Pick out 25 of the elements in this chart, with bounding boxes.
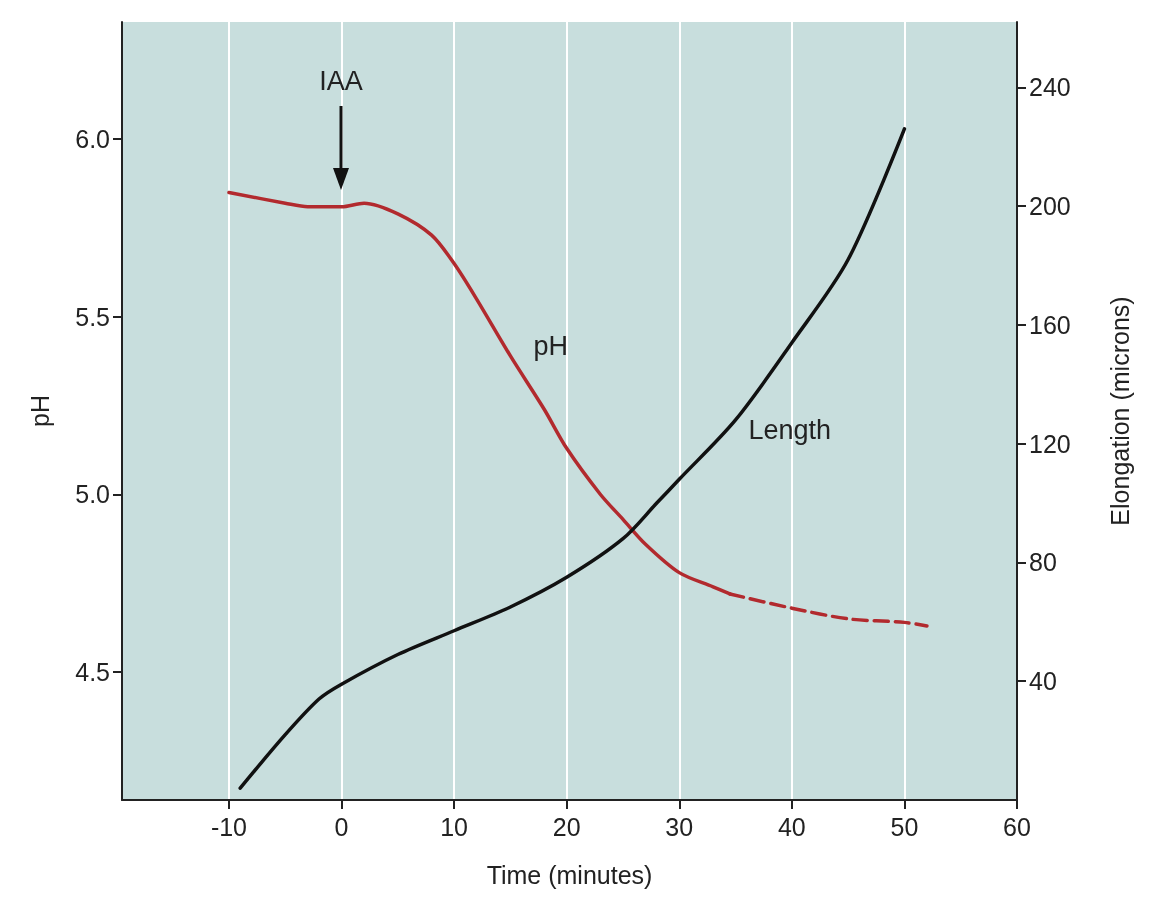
x-tick-label: 10 <box>440 812 469 841</box>
x-tick-label: 50 <box>890 812 919 841</box>
y2-tick-label: 240 <box>1029 73 1071 102</box>
x-tick-label: 20 <box>552 812 581 841</box>
x-tick-label: 30 <box>665 812 694 841</box>
line-series <box>238 127 907 790</box>
y-tick-label: 5.0 <box>75 480 110 509</box>
annotation: IAA <box>318 66 364 96</box>
y-tick-label: 6.0 <box>75 125 110 154</box>
y-tick-label: 4.5 <box>75 658 110 687</box>
y2-tick-label: 160 <box>1029 310 1071 339</box>
x-tick-label: 40 <box>777 812 806 841</box>
x-tick-label: 0 <box>334 812 349 841</box>
series-label: Length <box>748 414 832 445</box>
series-label: pH <box>533 330 568 361</box>
y-axis-title: pH <box>25 395 54 427</box>
y2-tick-label: 200 <box>1029 192 1071 221</box>
x-tick-label: -10 <box>210 812 248 841</box>
y2-tick-label: 40 <box>1029 667 1057 696</box>
x-tick-label: 60 <box>1003 812 1031 841</box>
x-axis-title: Time (minutes) <box>486 860 653 889</box>
y2-tick-label: 120 <box>1029 429 1071 458</box>
y2-axis-title: Elongation (microns) <box>1105 296 1134 526</box>
y2-tick-label: 80 <box>1029 548 1057 577</box>
y-tick-label: 5.5 <box>75 302 110 331</box>
